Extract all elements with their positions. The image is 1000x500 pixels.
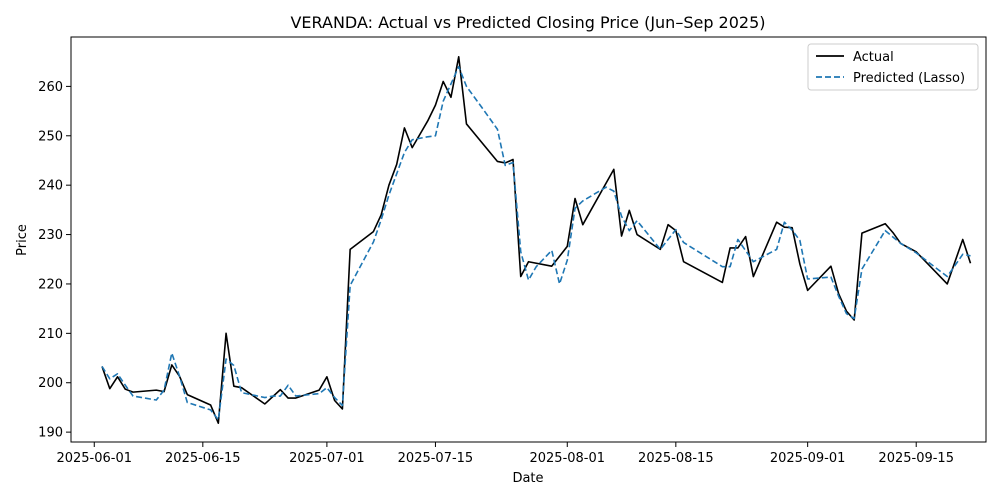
x-tick-label: 2025-08-01 — [529, 451, 605, 466]
y-tick-label: 200 — [38, 376, 63, 391]
x-tick-label: 2025-06-01 — [56, 451, 132, 466]
y-tick-label: 190 — [38, 426, 63, 441]
x-tick-label: 2025-08-15 — [638, 451, 714, 466]
x-axis-title: Date — [512, 471, 543, 486]
x-tick-label: 2025-07-15 — [398, 451, 474, 466]
y-tick-label: 250 — [38, 129, 63, 144]
y-tick-label: 210 — [38, 327, 63, 342]
series-predicted-line — [101, 65, 971, 421]
series-actual-line — [101, 55, 972, 425]
legend-box — [807, 43, 979, 91]
plot-frame — [70, 36, 987, 443]
legend-label-actual: Actual — [853, 50, 894, 65]
y-axis-title: Price — [15, 224, 30, 256]
y-axis: 190 200 210 220 230 240 250 260 — [38, 80, 71, 441]
x-axis: 2025-06-01 2025-06-15 2025-07-01 2025-07-15… — [56, 442, 954, 466]
chart-title: VERANDA: Actual vs Predicted Closing Pri… — [290, 13, 765, 32]
y-tick-label: 220 — [38, 277, 63, 292]
x-tick-label: 2025-09-01 — [770, 451, 846, 466]
series-layer — [101, 55, 972, 425]
y-tick-label: 240 — [38, 179, 63, 194]
x-tick-label: 2025-07-01 — [289, 451, 365, 466]
legend-label-predicted: Predicted (Lasso) — [853, 71, 965, 86]
y-tick-label: 260 — [38, 80, 63, 95]
x-tick-label: 2025-09-15 — [878, 451, 954, 466]
y-tick-label: 230 — [38, 228, 63, 243]
legend: Actual Predicted (Lasso) — [807, 43, 979, 91]
x-tick-label: 2025-06-15 — [165, 451, 241, 466]
